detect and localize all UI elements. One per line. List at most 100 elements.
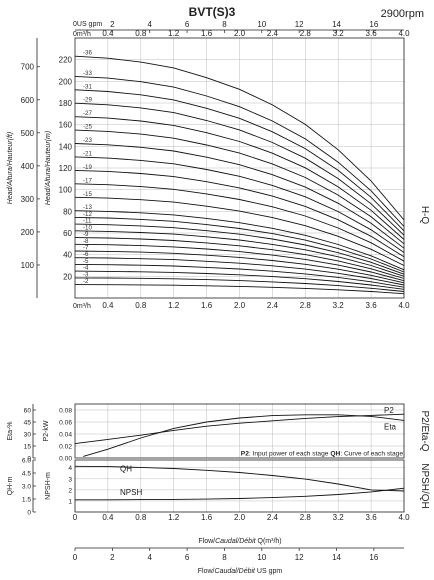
hq-x-tick-label: 4.0 [398, 29, 410, 38]
np-x-tick-label: 1.6 [201, 513, 213, 522]
hq-x-tick-label: 3.2 [333, 29, 345, 38]
np-gpm-tick-label: 4 [147, 553, 152, 562]
eta-tick-label: 15 [24, 444, 32, 451]
hq-stage-curve [74, 216, 405, 273]
np-x-tick-label: 2.8 [300, 513, 312, 522]
np-gpm-label-part: Flow/ [198, 568, 215, 575]
hq-y-tick-label: 60 [63, 229, 72, 238]
p2-y-label: P2-kW [43, 420, 50, 441]
qh-tick-label: 4.5 [22, 471, 31, 478]
hq-flow-unit-label: 0m³/h [73, 303, 91, 310]
eta-tick-label: 30 [24, 432, 32, 439]
qh-y-label: QH-m [7, 477, 14, 496]
npsh-y-label: NPSH-m [45, 472, 52, 500]
hq-gpm-tick-label: 4 [147, 20, 152, 29]
np-x-tick-label: 3.6 [366, 513, 378, 522]
hq-stage-curve [74, 169, 405, 258]
p2-series-line [74, 413, 405, 445]
hq-x-tick-label: 0.8 [135, 301, 147, 310]
hq-stage-label: -23 [83, 137, 93, 144]
hq-stage-curve [74, 243, 405, 282]
hq-y-tick-label: 120 [59, 164, 73, 173]
hq-x-tick-label: 2.0 [234, 301, 246, 310]
hq-stage-label: -27 [83, 110, 93, 117]
np-x-label-part: Flow/ [198, 538, 215, 545]
eta-tick-label: 0 [27, 456, 31, 463]
p2-note: P2: Input power of each stage QH: Curve o… [241, 451, 404, 458]
hq-ft-tick-label: 700 [21, 63, 35, 72]
np-frame [74, 459, 405, 513]
hq-x-tick-label: 2.8 [300, 301, 312, 310]
hq-stage-label: -19 [83, 164, 93, 171]
npsh-tick-label: 2 [68, 487, 72, 494]
hq-stage-curve [74, 263, 405, 288]
npsh-tick-label: 4 [68, 465, 72, 472]
npsh-series-line [75, 487, 405, 501]
hq-stage-label: -36 [83, 50, 93, 57]
hq-stage-curve [74, 277, 405, 292]
hq-ft-tick-label: 500 [21, 129, 35, 138]
hq-stage-label: -7 [83, 244, 89, 251]
hq-stage-curve [74, 156, 405, 253]
eta-tick-label: 60 [24, 408, 32, 415]
np-gpm-axis-label: Flow/Caudal/Débit US gpm [198, 568, 283, 575]
hq-stage-curve [74, 102, 405, 236]
np-gpm-tick-label: 16 [369, 553, 378, 562]
p2-note-part: P2 [241, 451, 249, 458]
np-x-tick-label: 4.0 [398, 513, 410, 522]
hq-stage-curve [74, 116, 405, 240]
hq-y-tick-label: 140 [59, 142, 73, 151]
hq-stage-curve [74, 230, 405, 277]
hq-x-tick-label: 1.6 [201, 301, 213, 310]
p2-side-label: P2/Eta-Q [419, 410, 430, 451]
hq-stage-label: -8 [83, 238, 89, 245]
eta-tick-label: 45 [24, 420, 32, 427]
p2-note-part: : Input power of each stage [249, 451, 329, 458]
hq-y-label-imperial: Head/Altura/Hauteur(ft) [7, 132, 14, 204]
np-x-tick-label: 3.2 [333, 513, 345, 522]
p2-series-label: P2 [384, 406, 394, 415]
qh-series-label: QH [120, 465, 132, 474]
np-gpm-label-part: Caudal/Débit [215, 568, 257, 575]
hq-stage-label: -33 [83, 70, 93, 77]
np-side-label: NPSH/QH [419, 463, 430, 509]
hq-frame [74, 37, 405, 299]
p2-frame [74, 403, 405, 459]
hq-stage-curve [74, 237, 405, 279]
hq-stage-curve [74, 129, 405, 245]
np-x-tick-label: 0 [73, 513, 78, 522]
hq-ft-tick-label: 400 [21, 162, 35, 171]
hq-stage-curve [74, 89, 405, 232]
eta-series-line [83, 414, 405, 457]
hq-x-tick-label: 1.6 [201, 29, 213, 38]
hq-stage-curve [74, 270, 405, 290]
hq-stage-label: -13 [83, 204, 93, 211]
np-x-tick-label: 1.2 [168, 513, 180, 522]
np-gpm-label-part: US gpm [255, 568, 282, 575]
hq-stage-label: -15 [83, 191, 93, 198]
hq-ft-tick-label: 200 [21, 228, 35, 237]
hq-gpm-tick-label: 2 [110, 20, 115, 29]
hq-stage-label: -9 [83, 231, 89, 238]
hq-y-tick-label: 80 [63, 207, 72, 216]
hq-stage-label: -31 [83, 83, 93, 90]
hq-x-tick-label: 4.0 [398, 301, 410, 310]
hq-stage-curve [74, 196, 405, 266]
hq-x-tick-label: 3.6 [366, 301, 378, 310]
np-gpm-tick-label: 14 [332, 553, 341, 562]
qh-tick-label: 0 [27, 510, 31, 517]
hq-y-label-metric: Head/Altura/Hauteur(m) [45, 131, 52, 205]
np-gpm-tick-label: 8 [222, 553, 227, 562]
hq-ft-tick-label: 100 [21, 261, 35, 270]
hq-stage-curve [74, 210, 405, 271]
qh-tick-label: 3.0 [22, 484, 31, 491]
hq-x-tick-label: 1.2 [168, 301, 180, 310]
hq-x-tick-label: 3.2 [333, 301, 345, 310]
hq-y-tick-label: 220 [59, 56, 73, 65]
np-x-tick-label: 0.4 [102, 513, 114, 522]
hq-flow-unit-label: 0m³/h [73, 31, 91, 38]
hq-stage-label: -3 [83, 271, 89, 278]
hq-stage-label: -21 [83, 150, 93, 157]
